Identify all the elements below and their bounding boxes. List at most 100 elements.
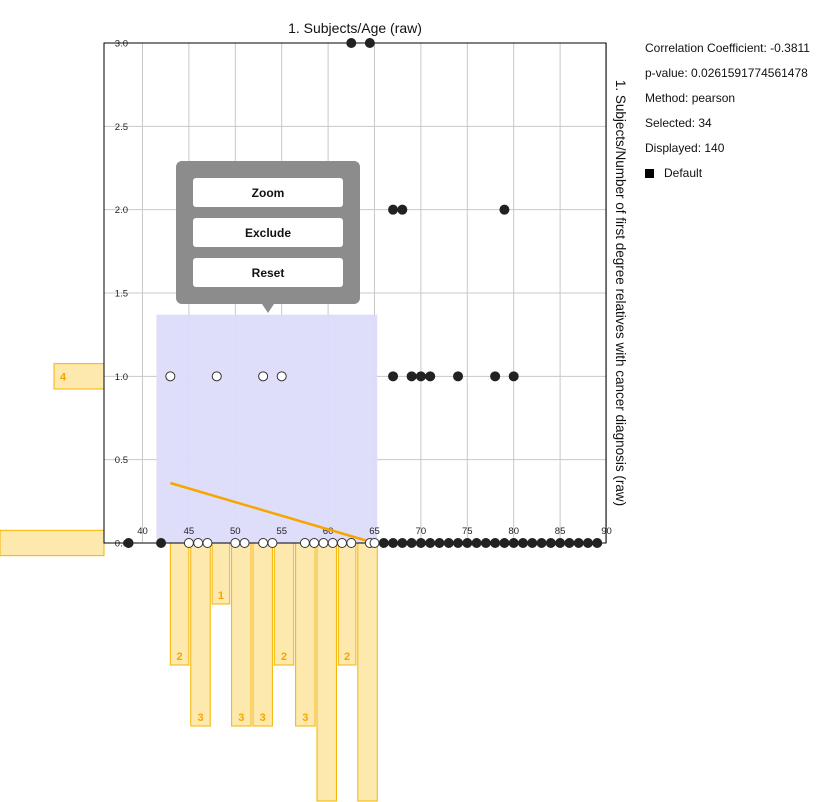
data-point[interactable] (471, 538, 482, 548)
histogram-bar-x (316, 542, 337, 802)
data-point[interactable] (425, 538, 436, 548)
y-tick-labels: 0.0 0.5 1.0 1.5 2.0 2.5 3.0 (115, 39, 128, 550)
data-point[interactable] (378, 538, 389, 548)
selected-data-point[interactable] (193, 538, 204, 548)
histogram-bar-label: 3 (197, 712, 203, 724)
data-point[interactable] (453, 371, 464, 382)
x-tick-label: 85 (555, 526, 566, 537)
y-tick-label: 0.5 (115, 455, 128, 466)
selected-data-point[interactable] (258, 538, 269, 548)
data-point[interactable] (462, 538, 473, 548)
data-point[interactable] (415, 538, 426, 548)
selected-data-point[interactable] (318, 538, 329, 548)
data-point[interactable] (527, 538, 538, 548)
selection-box[interactable] (156, 314, 378, 543)
data-point[interactable] (508, 371, 519, 382)
selected-data-point[interactable] (346, 538, 357, 548)
data-point[interactable] (573, 538, 584, 548)
data-point[interactable] (508, 538, 519, 548)
selected-data-point[interactable] (337, 538, 348, 548)
data-point[interactable] (592, 538, 603, 548)
selected-data-point[interactable] (258, 371, 269, 382)
data-point[interactable] (536, 538, 547, 548)
y-tick-label: 2.0 (115, 205, 128, 216)
data-point[interactable] (156, 538, 167, 548)
x-tick-label: 45 (184, 526, 195, 537)
data-point[interactable] (453, 538, 464, 548)
data-point[interactable] (490, 538, 501, 548)
x-tick-label: 65 (369, 526, 380, 537)
data-point[interactable] (406, 371, 417, 382)
zoom-button[interactable]: Zoom (193, 178, 343, 207)
histogram-bar-label: 2 (281, 651, 287, 663)
x-tick-labels: 40 45 50 55 60 65 70 75 80 85 90 (137, 526, 612, 537)
marginal-histograms: 2 3 1 3 3 2 3 2 4 (0, 363, 378, 802)
selected-data-point[interactable] (230, 538, 241, 548)
reset-button[interactable]: Reset (193, 258, 343, 287)
histogram-bar-x (337, 542, 357, 666)
data-point[interactable] (388, 538, 399, 548)
selected-data-point[interactable] (239, 538, 250, 548)
selected-data-point[interactable] (165, 371, 176, 382)
data-point[interactable] (364, 38, 375, 48)
data-point[interactable] (517, 538, 528, 548)
selected-data-point[interactable] (309, 538, 320, 548)
legend-label: Default (664, 166, 703, 180)
data-point[interactable] (555, 538, 566, 548)
x-tick-label: 70 (416, 526, 427, 537)
x-tick-label: 80 (508, 526, 519, 537)
histogram-bar-x (357, 542, 378, 802)
data-point[interactable] (545, 538, 556, 548)
x-tick-label: 60 (323, 526, 334, 537)
data-point[interactable] (415, 371, 426, 382)
data-point[interactable] (499, 204, 510, 215)
x-tick-label: 75 (462, 526, 473, 537)
selected-data-point[interactable] (276, 371, 287, 382)
selected-data-point[interactable] (202, 538, 213, 548)
y-tick-label: 3.0 (115, 39, 128, 50)
data-point[interactable] (388, 371, 399, 382)
data-point[interactable] (499, 538, 510, 548)
histogram-bar-label: 3 (260, 712, 266, 724)
y-tick-label: 1.5 (115, 289, 128, 300)
x-tick-label: 90 (601, 526, 612, 537)
data-point[interactable] (564, 538, 575, 548)
y-tick-label: 1.0 (115, 372, 128, 383)
histogram-bar-x (231, 542, 252, 727)
histogram-bar-label: 2 (177, 651, 183, 663)
displayed-count: Displayed: 140 (645, 141, 725, 155)
selected-data-point[interactable] (183, 538, 194, 548)
data-point[interactable] (388, 204, 399, 215)
data-point[interactable] (425, 371, 436, 382)
x-tick-label: 55 (276, 526, 287, 537)
data-point[interactable] (406, 538, 417, 548)
regression-line (169, 481, 375, 545)
histogram-bar-x (252, 542, 273, 727)
legend-item-default[interactable]: Default (645, 165, 810, 190)
data-point[interactable] (480, 538, 491, 548)
selected-data-point[interactable] (299, 538, 310, 548)
selected-data-point[interactable] (211, 371, 222, 382)
histogram-bar-label: 3 (238, 712, 244, 724)
histogram-bar-x (190, 542, 211, 727)
histogram-bar-x (295, 542, 316, 727)
data-point[interactable] (123, 538, 134, 548)
data-point[interactable] (397, 538, 408, 548)
data-point[interactable] (397, 204, 408, 215)
data-points[interactable] (123, 38, 603, 548)
data-point[interactable] (582, 538, 593, 548)
data-point[interactable] (443, 538, 454, 548)
y-tick-label: 0.0 (115, 539, 128, 550)
selected-data-point[interactable] (327, 538, 338, 548)
data-point[interactable] (434, 538, 445, 548)
selected-data-point[interactable] (369, 538, 380, 548)
selected-data-point[interactable] (267, 538, 278, 548)
data-point[interactable] (346, 38, 357, 48)
context-menu: Zoom Exclude Reset (176, 161, 360, 313)
legend-square-icon (645, 169, 654, 178)
y-tick-label: 2.5 (115, 122, 128, 133)
exclude-button[interactable]: Exclude (193, 218, 343, 247)
histogram-bar-label: 4 (60, 371, 67, 383)
data-point[interactable] (490, 371, 501, 382)
